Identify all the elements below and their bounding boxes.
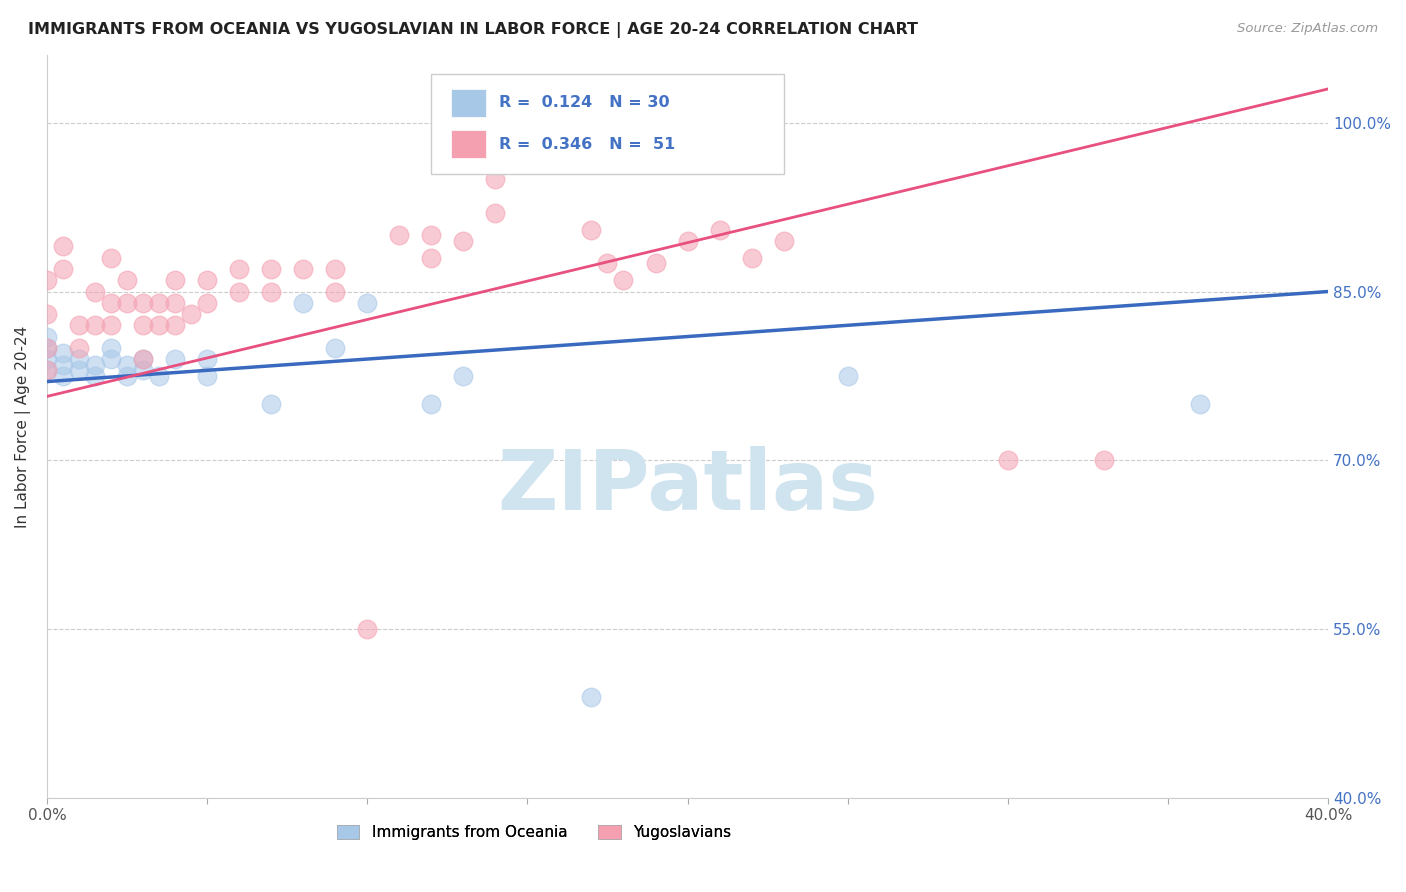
Point [484, 172, 506, 186]
Point [165, 318, 187, 333]
Point [581, 222, 603, 236]
Point [388, 228, 411, 243]
Point [292, 262, 315, 277]
Text: R =  0.346   N =  51: R = 0.346 N = 51 [499, 136, 675, 152]
Point [195, 352, 218, 367]
Point [453, 368, 475, 383]
Point [1092, 453, 1115, 467]
Point [581, 690, 603, 704]
Point [35, 363, 58, 377]
Point [100, 341, 122, 355]
Point [115, 368, 138, 383]
Point [52, 262, 75, 277]
Point [165, 273, 187, 287]
Point [420, 228, 443, 243]
Point [115, 295, 138, 310]
Point [67, 318, 90, 333]
Point [260, 262, 283, 277]
Point [52, 346, 75, 360]
Point [260, 285, 283, 299]
Point [516, 149, 538, 163]
Text: IMMIGRANTS FROM OCEANIA VS YUGOSLAVIAN IN LABOR FORCE | AGE 20-24 CORRELATION CH: IMMIGRANTS FROM OCEANIA VS YUGOSLAVIAN I… [28, 22, 918, 38]
Point [100, 295, 122, 310]
Point [323, 262, 346, 277]
Point [132, 318, 155, 333]
Y-axis label: In Labor Force | Age 20-24: In Labor Force | Age 20-24 [15, 326, 31, 528]
Point [741, 251, 763, 265]
Point [67, 352, 90, 367]
Point [132, 295, 155, 310]
Point [35, 307, 58, 321]
Point [165, 352, 187, 367]
Point [67, 363, 90, 377]
Point [115, 273, 138, 287]
Point [228, 285, 250, 299]
Point [100, 352, 122, 367]
Point [837, 368, 859, 383]
Point [148, 368, 170, 383]
Point [115, 358, 138, 372]
Point [195, 273, 218, 287]
Point [180, 307, 202, 321]
Point [84, 358, 107, 372]
Legend: Immigrants from Oceania, Yugoslavians: Immigrants from Oceania, Yugoslavians [330, 819, 737, 847]
Point [1189, 397, 1212, 411]
Point [644, 256, 666, 270]
Text: Source: ZipAtlas.com: Source: ZipAtlas.com [1237, 22, 1378, 36]
Point [148, 318, 170, 333]
Point [52, 239, 75, 253]
Point [84, 318, 107, 333]
Point [35, 329, 58, 343]
FancyBboxPatch shape [450, 130, 486, 159]
Point [35, 273, 58, 287]
Point [132, 352, 155, 367]
Point [260, 397, 283, 411]
Point [84, 368, 107, 383]
Point [84, 285, 107, 299]
Point [67, 341, 90, 355]
Point [596, 256, 619, 270]
Point [35, 341, 58, 355]
Point [52, 358, 75, 372]
Point [228, 262, 250, 277]
Point [195, 368, 218, 383]
Point [484, 205, 506, 219]
Point [35, 352, 58, 367]
Point [100, 251, 122, 265]
Point [52, 368, 75, 383]
Point [35, 341, 58, 355]
Point [148, 295, 170, 310]
Point [292, 295, 315, 310]
FancyBboxPatch shape [450, 88, 486, 117]
Point [772, 234, 794, 248]
Point [420, 397, 443, 411]
Point [356, 622, 378, 636]
Point [356, 295, 378, 310]
Point [612, 273, 634, 287]
Point [165, 295, 187, 310]
Text: R =  0.124   N = 30: R = 0.124 N = 30 [499, 95, 669, 111]
Point [132, 352, 155, 367]
Point [676, 234, 699, 248]
Point [997, 453, 1019, 467]
Point [709, 222, 731, 236]
Point [420, 251, 443, 265]
Point [100, 318, 122, 333]
Text: ZIPatlas: ZIPatlas [498, 445, 879, 526]
Point [132, 363, 155, 377]
Point [323, 285, 346, 299]
FancyBboxPatch shape [432, 74, 783, 174]
Point [195, 295, 218, 310]
Point [323, 341, 346, 355]
Point [35, 363, 58, 377]
Point [453, 234, 475, 248]
